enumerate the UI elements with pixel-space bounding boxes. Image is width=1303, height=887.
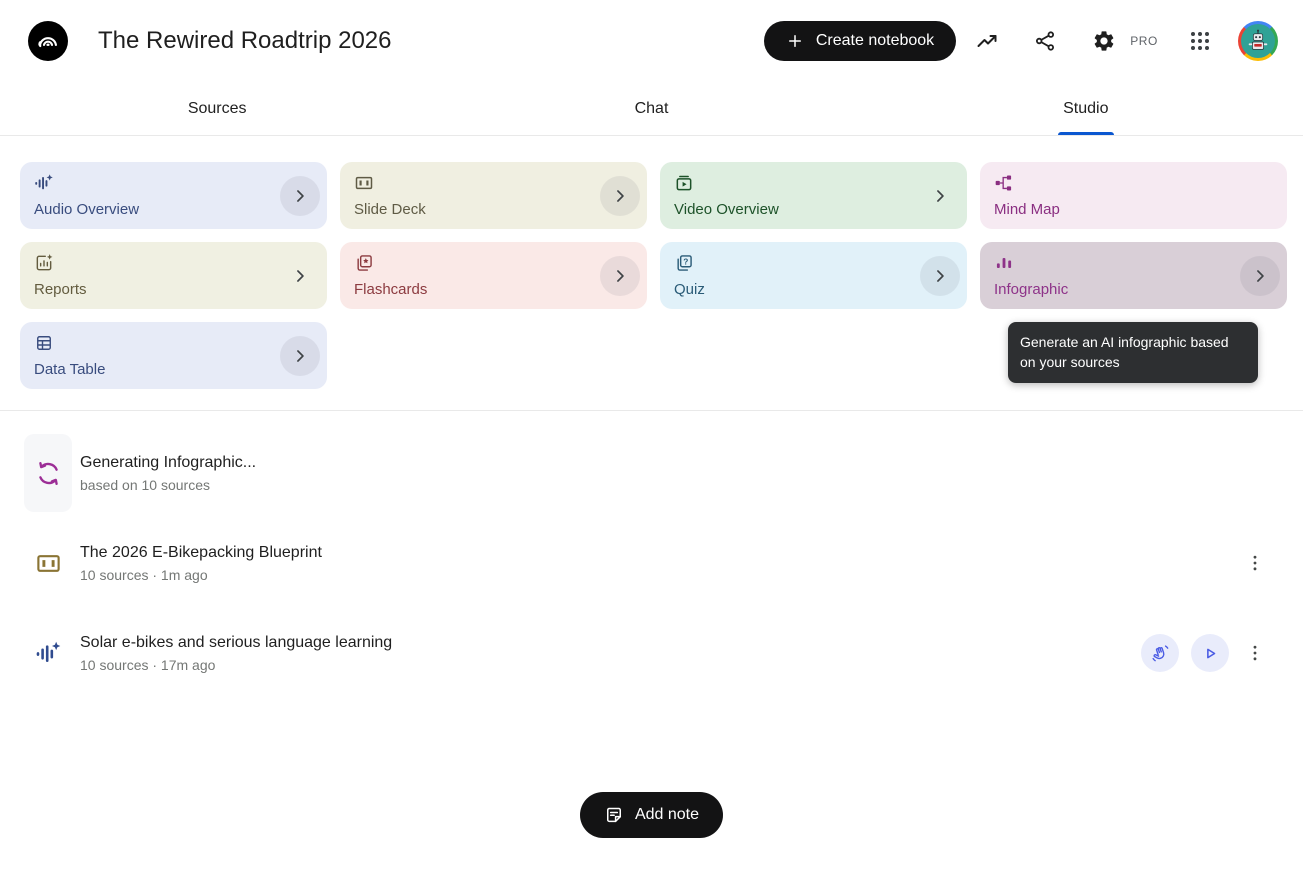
card-label: Data Table xyxy=(34,361,106,378)
list-item-subtitle: based on 10 sources xyxy=(80,476,210,493)
studio-card-audio-overview[interactable]: Audio Overview xyxy=(20,162,327,229)
chevron-right-button[interactable] xyxy=(280,335,320,376)
interactive-mode-button[interactable] xyxy=(1141,634,1179,672)
list-item-actions xyxy=(1141,634,1267,672)
play-button[interactable] xyxy=(1191,634,1229,672)
audio-waveform-icon xyxy=(34,173,54,193)
add-note-container: Add note xyxy=(0,792,1303,838)
create-notebook-label: Create notebook xyxy=(815,32,935,49)
create-notebook-button[interactable]: Create notebook xyxy=(763,21,957,61)
card-label: Flashcards xyxy=(354,281,428,298)
more-menu-icon[interactable] xyxy=(1243,544,1267,582)
chevron-right-button[interactable] xyxy=(280,175,320,216)
tab-studio[interactable]: Studio xyxy=(869,82,1303,135)
list-item-text: The 2026 E-Bikepacking Blueprint 10 sour… xyxy=(80,544,322,583)
trending-up-icon[interactable] xyxy=(967,21,1007,61)
apps-grid-icon[interactable] xyxy=(1180,21,1220,61)
audio-waveform-icon xyxy=(24,614,72,692)
list-item-title: The 2026 E-Bikepacking Blueprint xyxy=(80,543,322,561)
flashcards-icon xyxy=(354,253,374,273)
studio-card-infographic[interactable]: Infographic xyxy=(980,242,1287,309)
chevron-right-button[interactable] xyxy=(1240,255,1280,296)
chevron-right-button[interactable] xyxy=(920,255,960,296)
pro-badge: PRO xyxy=(1130,34,1158,48)
add-note-button[interactable]: Add note xyxy=(579,792,724,838)
card-label: Quiz xyxy=(674,281,705,298)
svg-text:?: ? xyxy=(683,256,688,266)
list-item-text: Solar e-bikes and serious language learn… xyxy=(80,634,392,673)
note-icon xyxy=(604,805,624,825)
tab-chat[interactable]: Chat xyxy=(634,99,669,117)
infographic-tooltip: Generate an AI infographic based on your… xyxy=(1008,322,1258,383)
quiz-icon: ? xyxy=(674,253,694,273)
list-item-subtitle: 10 sources · 1m ago xyxy=(80,566,208,583)
notebook-title[interactable]: The Rewired Roadtrip 2026 xyxy=(98,27,392,54)
tab-bar: Sources Chat Studio xyxy=(0,82,1303,136)
studio-card-data-table[interactable]: Data Table xyxy=(20,322,327,389)
studio-card-grid: Audio Overview Slide Deck xyxy=(0,136,1303,389)
card-label: Audio Overview xyxy=(34,201,140,218)
list-item-actions xyxy=(1241,544,1267,582)
chevron-right-button[interactable] xyxy=(280,256,320,296)
list-item-audio-overview[interactable]: Solar e-bikes and serious language learn… xyxy=(24,614,1267,692)
plus-icon xyxy=(786,32,804,50)
studio-card-mind-map[interactable]: Mind Map xyxy=(980,162,1287,229)
avatar[interactable] xyxy=(1238,21,1278,61)
list-item-slide-deck[interactable]: The 2026 E-Bikepacking Blueprint 10 sour… xyxy=(24,524,1267,602)
share-icon[interactable] xyxy=(1025,21,1065,61)
list-item-subtitle: 10 sources · 17m ago xyxy=(80,656,216,673)
mind-map-icon xyxy=(994,173,1014,193)
settings-gear-icon[interactable] xyxy=(1084,21,1124,61)
waving-hand-icon xyxy=(1150,643,1171,664)
avatar-robot-image xyxy=(1241,24,1275,58)
card-label: Mind Map xyxy=(994,201,1060,218)
card-label: Slide Deck xyxy=(354,201,426,218)
app-header: The Rewired Roadtrip 2026 Create noteboo… xyxy=(0,0,1303,82)
card-label: Infographic xyxy=(994,281,1069,298)
add-note-label: Add note xyxy=(634,806,700,823)
more-menu-icon[interactable] xyxy=(1243,634,1267,672)
slide-deck-icon xyxy=(24,524,72,602)
reports-icon xyxy=(34,253,54,273)
data-table-icon xyxy=(34,333,54,353)
notebooklm-logo[interactable] xyxy=(28,21,68,61)
play-icon xyxy=(1200,643,1221,664)
card-label: Reports xyxy=(34,281,87,298)
studio-card-quiz[interactable]: ? Quiz xyxy=(660,242,967,309)
studio-card-video-overview[interactable]: Video Overview xyxy=(660,162,967,229)
artifact-list: Generating Infographic... based on 10 so… xyxy=(0,411,1303,692)
studio-card-flashcards[interactable]: Flashcards xyxy=(340,242,647,309)
video-overview-icon xyxy=(674,173,694,193)
studio-card-reports[interactable]: Reports xyxy=(20,242,327,309)
studio-card-slide-deck[interactable]: Slide Deck xyxy=(340,162,647,229)
list-item-title: Solar e-bikes and serious language learn… xyxy=(80,633,393,651)
infographic-bars-icon xyxy=(994,253,1014,273)
tab-sources[interactable]: Sources xyxy=(187,99,247,117)
chevron-right-button[interactable] xyxy=(600,255,640,296)
header-actions: Create notebook PRO xyxy=(763,21,1278,61)
chevron-right-button[interactable] xyxy=(920,176,960,216)
list-item-title: Generating Infographic... xyxy=(80,453,257,471)
card-label: Video Overview xyxy=(674,201,779,218)
section-divider xyxy=(0,410,1303,411)
slide-deck-icon xyxy=(354,173,374,193)
chevron-right-button[interactable] xyxy=(600,175,640,216)
sync-progress-icon xyxy=(24,434,72,512)
list-item-text: Generating Infographic... based on 10 so… xyxy=(80,454,256,493)
list-item-generating-infographic[interactable]: Generating Infographic... based on 10 so… xyxy=(24,434,1267,512)
